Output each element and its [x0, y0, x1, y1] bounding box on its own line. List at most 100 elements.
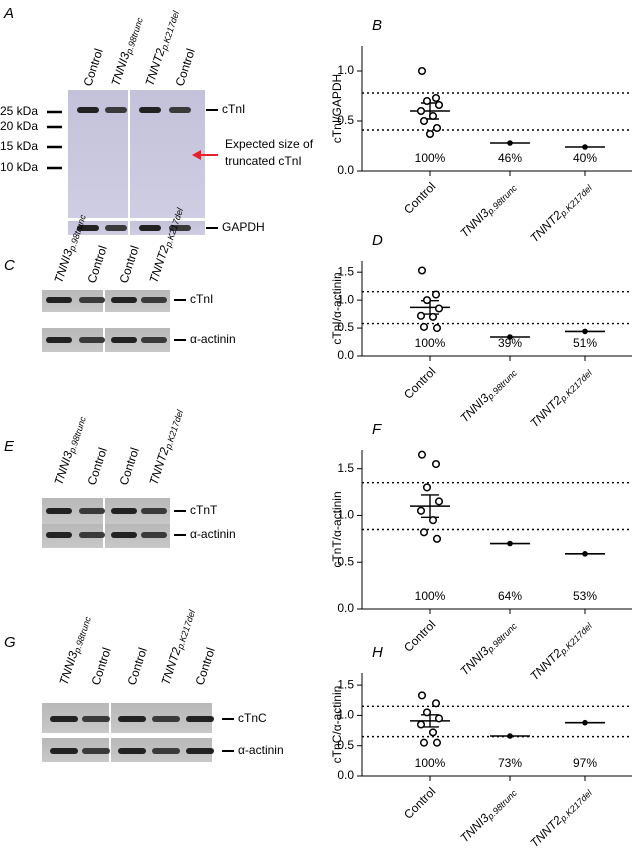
y-tick-label: 1.0: [337, 508, 354, 522]
mean-dot: [582, 328, 588, 335]
x-tick-label: TNNT2p.K217del: [527, 784, 594, 851]
blot-strip: [68, 221, 205, 235]
data-point: [434, 304, 444, 313]
data-point: [428, 728, 438, 737]
y-tick-label: 0.5: [337, 738, 354, 752]
data-point: [422, 296, 432, 305]
data-point: [419, 738, 429, 747]
data-point: [434, 714, 444, 723]
x-tick-label: TNNT2p.K217del: [527, 364, 594, 431]
y-tick-label: 0.0: [337, 348, 354, 362]
mean-dot: [507, 733, 513, 739]
y-tick-label: 0.0: [337, 768, 354, 782]
lane-label: TNNI3p.98trunc: [52, 413, 89, 487]
lane-label: Control: [85, 446, 110, 487]
blot-band: [82, 716, 110, 722]
arrow-head: [192, 150, 201, 160]
y-tick-label: 1.0: [337, 63, 354, 77]
y-tick-label: 0.0: [337, 163, 354, 177]
row-label: α-actinin: [190, 527, 236, 541]
data-point: [432, 324, 442, 333]
x-tick-label: Control: [401, 617, 438, 654]
data-point: [428, 111, 438, 121]
lane-label: TNNI3p.98trunc: [109, 14, 146, 88]
mean-dot: [582, 719, 588, 726]
arrow-text: Expected size of: [225, 137, 314, 151]
row-label: α-actinin: [238, 743, 284, 757]
data-point: [422, 483, 432, 492]
panel-letter: E: [4, 438, 15, 455]
x-tick-label: TNNI3p.98trunc: [457, 617, 519, 679]
blot-band: [77, 107, 99, 113]
row-label: α-actinin: [190, 332, 236, 346]
percent-label: 46%: [498, 151, 522, 165]
data-point: [431, 290, 441, 299]
data-point: [431, 459, 441, 469]
percent-label: 39%: [498, 336, 522, 350]
data-point: [419, 322, 429, 331]
y-tick-label: 1.0: [337, 292, 354, 306]
x-tick-label: TNNI3p.98trunc: [457, 364, 519, 426]
lane-label: Control: [193, 646, 218, 687]
lane-label: TNNI3p.98trunc: [57, 613, 94, 687]
blot-strip: [42, 290, 170, 312]
lane-label: Control: [117, 446, 142, 487]
lane-label: Control: [173, 47, 198, 88]
data-point: [419, 116, 429, 126]
y-axis-label: cTnI/α-actinin: [330, 272, 344, 344]
blot-band: [141, 508, 167, 514]
x-tick-label: TNNI3p.98trunc: [457, 784, 519, 846]
data-point: [432, 534, 442, 543]
data-point: [416, 720, 426, 729]
x-tick-label: TNNT2p.K217del: [527, 617, 594, 684]
blot-band: [50, 716, 78, 722]
blot-band: [105, 107, 127, 113]
row-label: GAPDH: [222, 220, 265, 234]
percent-label: 73%: [498, 756, 522, 770]
blot-band: [186, 716, 214, 722]
blot-gap: [128, 90, 130, 218]
data-point: [417, 266, 427, 275]
percent-label: 100%: [415, 589, 446, 603]
data-point: [417, 691, 427, 700]
row-label: cTnI: [222, 102, 245, 116]
blot-band: [141, 337, 167, 343]
error-bar: [421, 494, 439, 519]
blot-band: [79, 297, 105, 303]
blot-band: [186, 748, 214, 754]
marker-label: 25 kDa: [0, 104, 38, 118]
y-axis-label: cTnC/α-actinin: [330, 686, 344, 764]
data-point: [419, 528, 429, 537]
percent-label: 40%: [573, 151, 597, 165]
data-point: [432, 738, 442, 747]
data-point: [416, 311, 426, 320]
panel-letter: D: [372, 232, 383, 249]
row-label: cTnI: [190, 292, 213, 306]
blot-band: [152, 748, 180, 754]
data-point: [431, 699, 441, 708]
blot-band: [139, 107, 161, 113]
blot-band: [46, 532, 72, 538]
panel-letter: C: [4, 257, 15, 274]
panel-letter: H: [372, 644, 383, 661]
data-point: [422, 96, 432, 106]
row-label: cTnT: [190, 503, 218, 517]
marker-label: 15 kDa: [0, 139, 38, 153]
mean-dot: [507, 334, 513, 340]
blot-band: [141, 532, 167, 538]
lane-label: TNNT2p.K217del: [159, 606, 198, 687]
blot-band: [79, 508, 105, 514]
lane-label: TNNT2p.K217del: [147, 406, 186, 487]
percent-label: 51%: [573, 336, 597, 350]
data-point: [425, 129, 435, 139]
lane-label: Control: [89, 646, 114, 687]
data-point: [416, 506, 426, 515]
blot-gap: [109, 738, 111, 762]
panel-letter: F: [372, 421, 382, 438]
blot-band: [46, 337, 72, 343]
blot-band: [118, 716, 146, 722]
percent-label: 64%: [498, 589, 522, 603]
y-axis-label: cTnT/α-actinin: [330, 491, 344, 567]
